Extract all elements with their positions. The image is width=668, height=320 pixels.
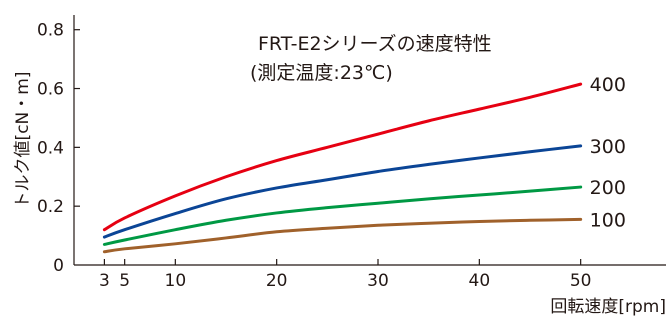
- y-tick-label: 0: [53, 256, 64, 276]
- x-tick-label: 10: [165, 271, 187, 291]
- x-tick-label: 20: [266, 271, 288, 291]
- x-tick-label: 40: [469, 271, 491, 291]
- x-tick-label: 30: [367, 271, 389, 291]
- series-label-200: 200: [590, 177, 626, 199]
- x-tick-label: 3: [99, 271, 110, 291]
- x-tick-label: 50: [570, 271, 592, 291]
- chart-subtitle: (測定温度:23℃): [250, 62, 393, 84]
- y-tick-label: 0.6: [37, 80, 64, 100]
- series-label-100: 100: [590, 209, 626, 231]
- y-tick-label: 0.8: [37, 21, 64, 41]
- x-axis-title: 回転速度[rpm]: [550, 297, 666, 317]
- y-tick-label: 0.2: [37, 197, 64, 217]
- series-label-300: 300: [590, 136, 626, 158]
- series-line-200: [102, 185, 583, 246]
- chart-title: FRT-E2シリーズの速度特性: [258, 33, 492, 55]
- x-tick-label: 5: [119, 271, 130, 291]
- series-line-100: [102, 217, 583, 254]
- series-label-400: 400: [590, 74, 626, 96]
- series-line-300: [102, 144, 583, 239]
- y-axis-title: トルク値[cN・m]: [13, 72, 33, 209]
- y-tick-label: 0.4: [37, 138, 64, 158]
- series-line-400: [102, 82, 583, 232]
